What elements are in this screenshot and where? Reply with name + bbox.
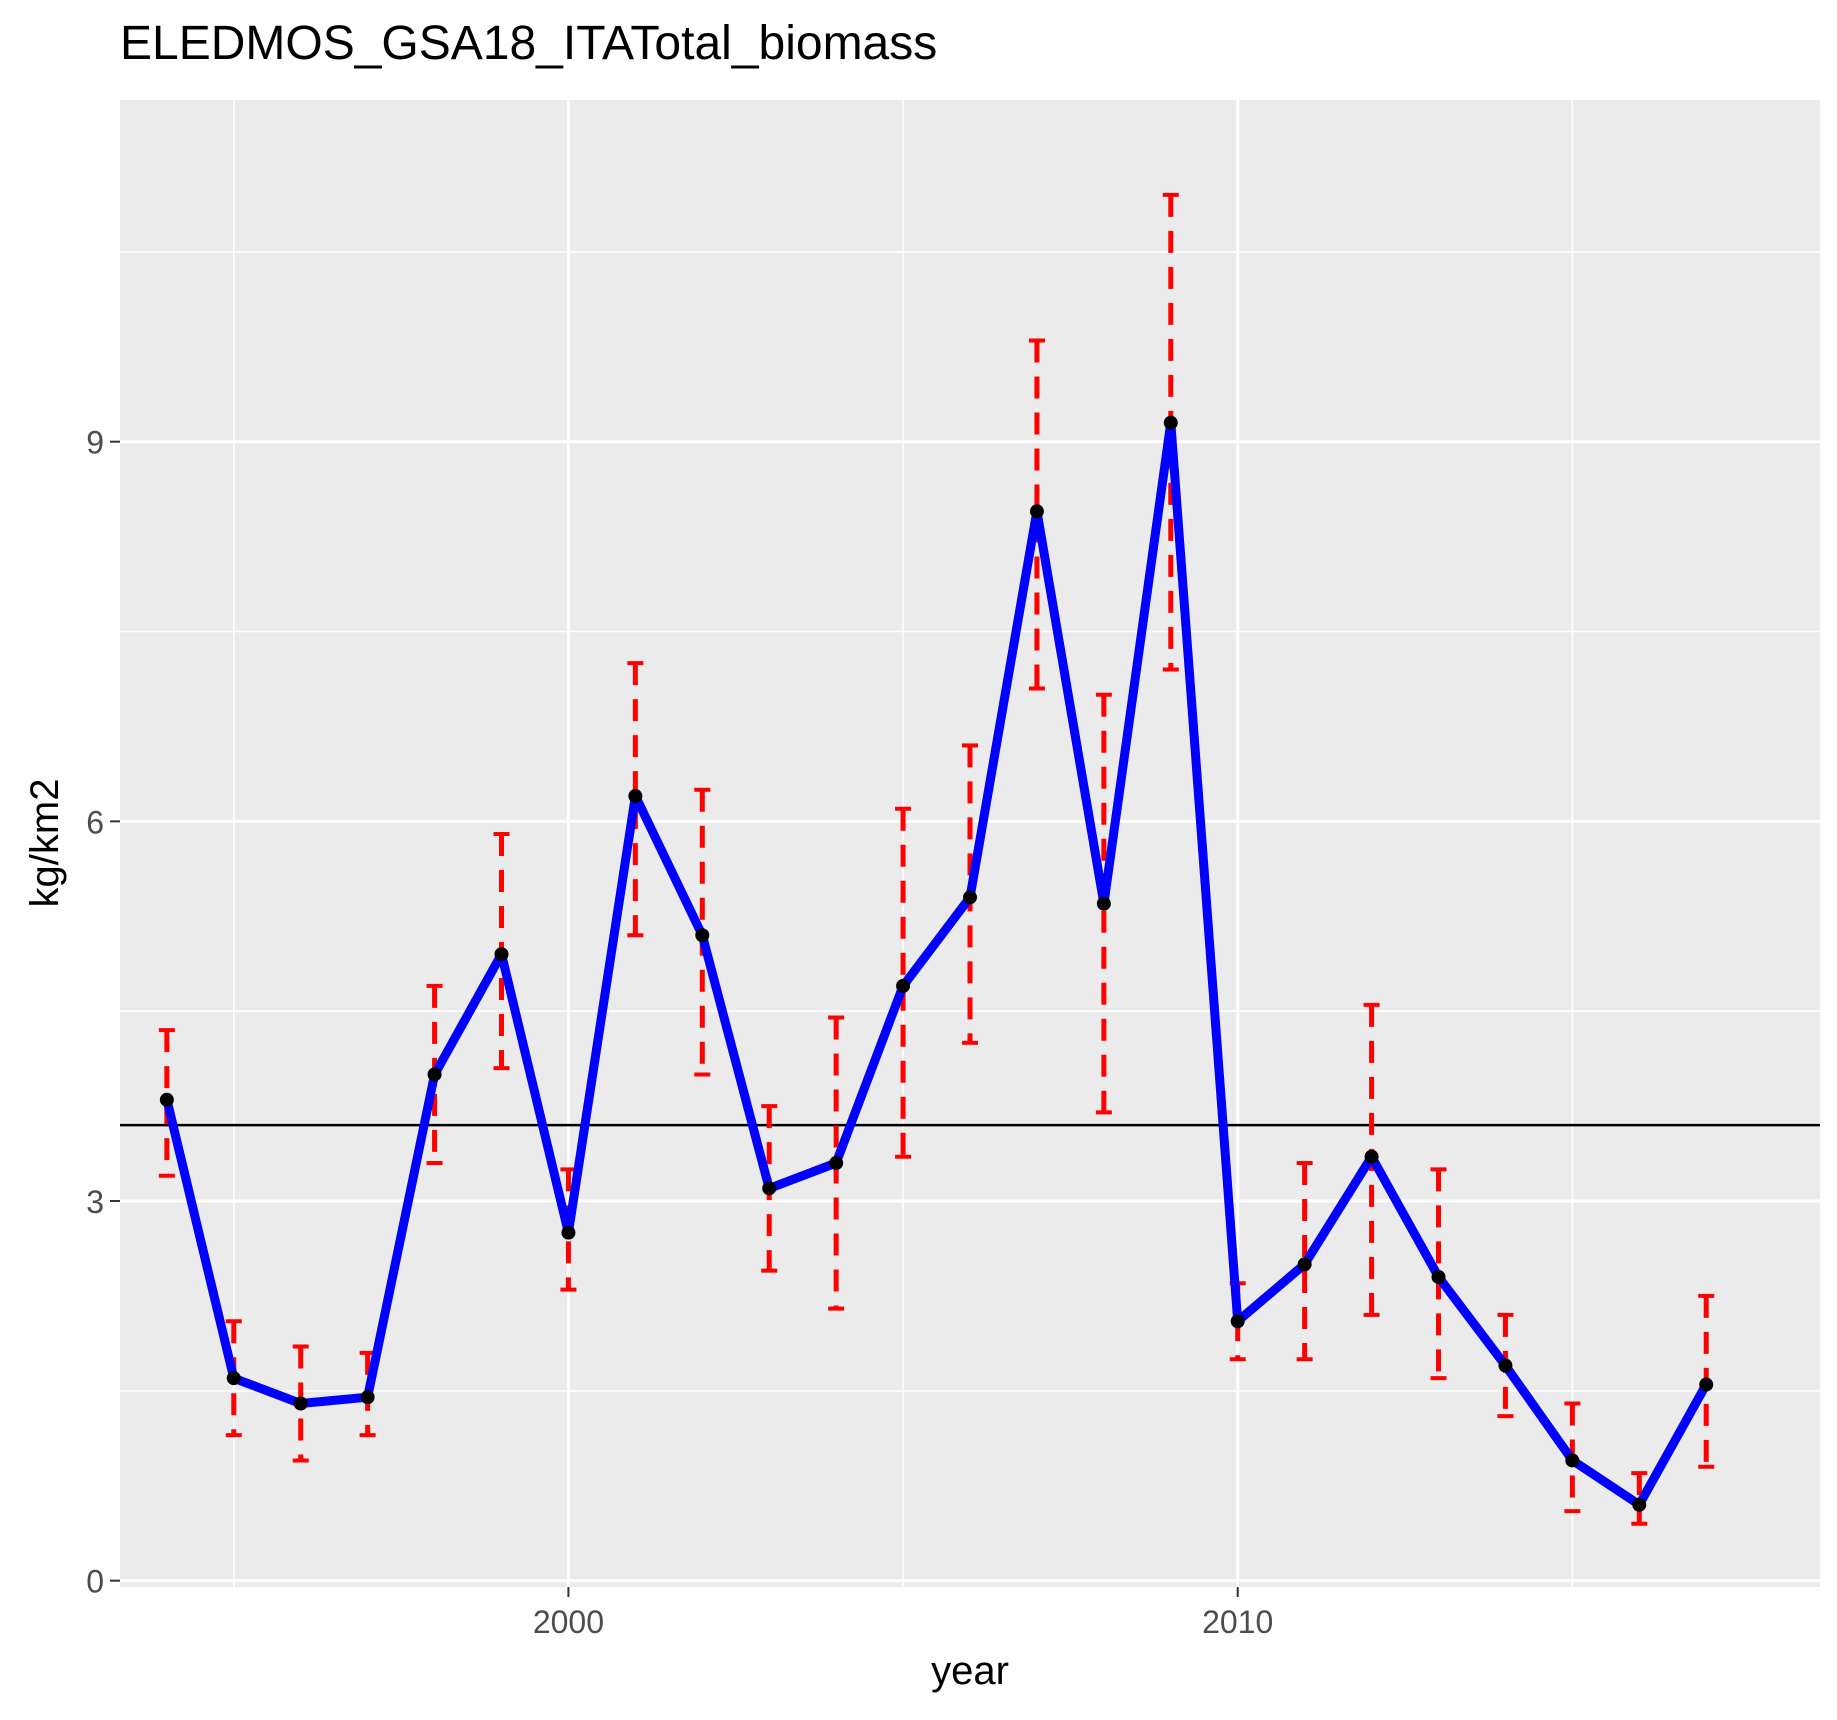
data-point — [159, 1092, 174, 1107]
y-axis-title: kg/km2 — [23, 779, 67, 908]
data-point — [427, 1067, 442, 1082]
data-point — [1163, 415, 1178, 430]
y-tick-label: 9 — [86, 425, 104, 461]
x-axis-title: year — [931, 1649, 1009, 1693]
data-point — [561, 1225, 576, 1240]
points-layer — [159, 415, 1714, 1512]
data-point — [293, 1396, 308, 1411]
series-line-layer — [162, 418, 1711, 1510]
data-point — [1096, 896, 1111, 911]
data-point — [1364, 1149, 1379, 1164]
chart-title: ELEDMOS_GSA18_ITATotal_biomass — [120, 17, 937, 70]
data-point — [1230, 1314, 1245, 1329]
x-tick-label: 2000 — [533, 1604, 604, 1640]
data-point — [1565, 1453, 1580, 1468]
y-tick-label: 3 — [86, 1184, 104, 1220]
data-point — [494, 947, 509, 962]
data-point — [1029, 504, 1044, 519]
series-line — [162, 418, 1711, 1510]
y-tick-label: 6 — [86, 804, 104, 840]
data-point — [695, 928, 710, 943]
data-point — [1297, 1257, 1312, 1272]
data-point — [1431, 1269, 1446, 1284]
data-point — [829, 1156, 844, 1171]
data-point — [896, 978, 911, 993]
x-tick-label: 2010 — [1202, 1604, 1273, 1640]
data-point — [963, 890, 977, 905]
plot-panel — [120, 100, 1820, 1587]
data-point — [360, 1390, 375, 1405]
data-point — [1699, 1377, 1714, 1392]
data-point — [1632, 1497, 1647, 1512]
data-point — [628, 789, 643, 804]
data-point — [1498, 1358, 1513, 1373]
data-point — [762, 1181, 777, 1196]
y-tick-label: 0 — [86, 1564, 104, 1600]
data-point — [226, 1371, 241, 1386]
axes-layer: 0 3 6 9 2000 2010 — [86, 425, 1273, 1640]
